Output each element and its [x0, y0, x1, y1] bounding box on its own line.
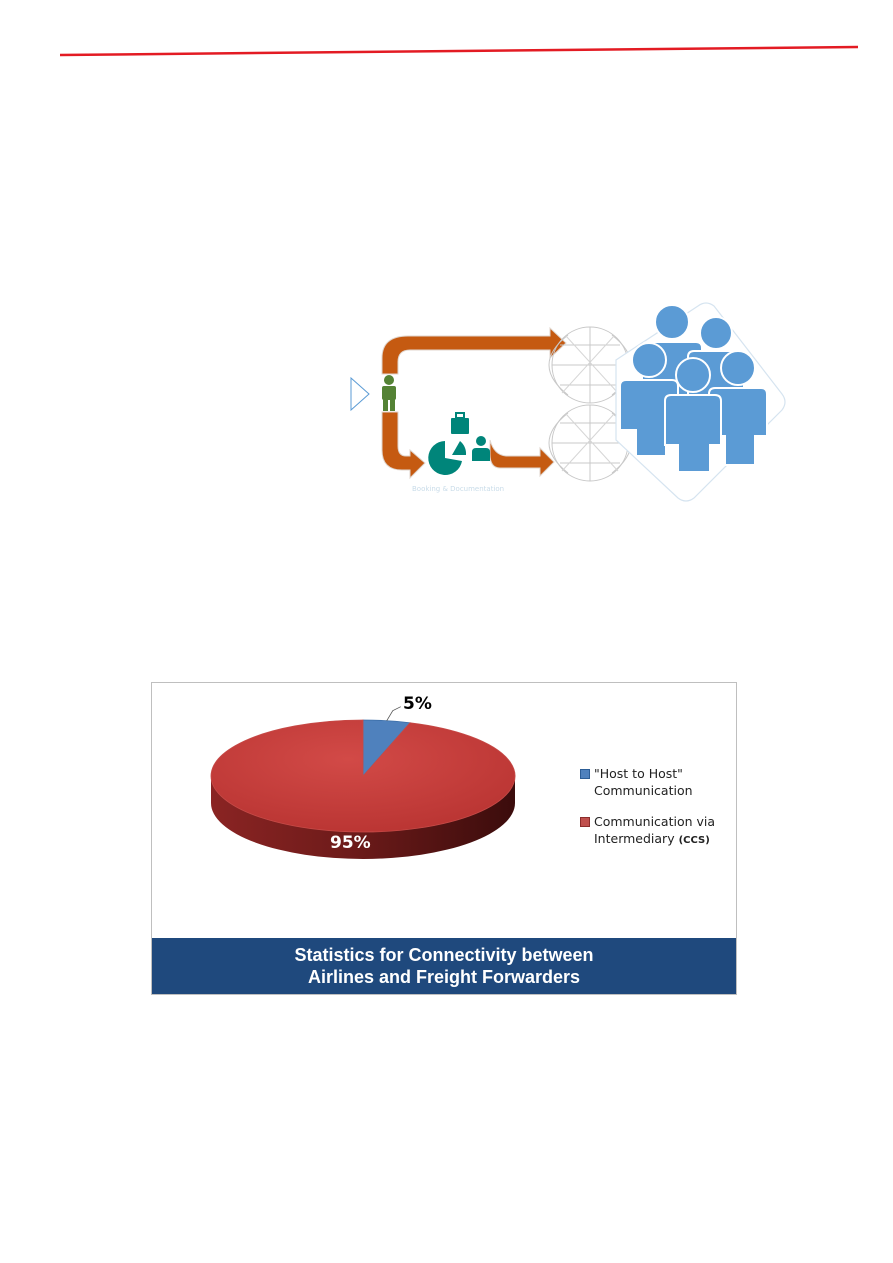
chart-title-line1: Statistics for Connectivity between: [294, 945, 594, 965]
legend-item-host-to-host: "Host to Host" Communication: [580, 765, 740, 799]
arrow-bottom-left: [381, 411, 426, 480]
legend-swatch-blue: [580, 769, 590, 779]
legend-swatch-red: [580, 817, 590, 827]
people-group-icon: [619, 304, 768, 473]
legend-label: Communication via: [594, 814, 716, 829]
pie-chart-plot: [210, 706, 516, 859]
data-label-95: 95%: [330, 833, 371, 853]
chart-title: Statistics for Connectivity between Airl…: [152, 938, 736, 994]
arrow-top: [381, 326, 567, 375]
diagram-caption: Booking & Documentation: [412, 485, 504, 493]
legend-label-suffix: (CCS): [678, 835, 710, 846]
play-triangle-icon: [350, 376, 370, 412]
pie-chart-icon: [428, 441, 467, 475]
arrow-bottom-right: [489, 439, 555, 478]
chart-legend: "Host to Host" Communication Communicati…: [580, 765, 740, 863]
legend-label-text: Intermediary: [594, 831, 675, 846]
briefcase-icon: [451, 412, 469, 434]
person-icon: [382, 375, 396, 411]
header-rule: [59, 45, 859, 57]
pie-chart: 5% 95% "Host to Host" Communication Comm…: [151, 682, 737, 995]
process-diagram: Booking & Documentation: [350, 302, 786, 502]
legend-label: Communication: [594, 783, 693, 798]
user-icon: [472, 436, 490, 461]
legend-item-intermediary: Communication via Intermediary (CCS): [580, 813, 740, 849]
data-label-5: 5%: [403, 694, 432, 714]
chart-title-line2: Airlines and Freight Forwarders: [307, 967, 581, 987]
legend-label: Intermediary (CCS): [594, 830, 740, 849]
legend-label: "Host to Host": [594, 766, 683, 781]
leader-line: [386, 706, 401, 721]
pie-side: [211, 776, 515, 859]
pie-slice: [210, 719, 516, 833]
